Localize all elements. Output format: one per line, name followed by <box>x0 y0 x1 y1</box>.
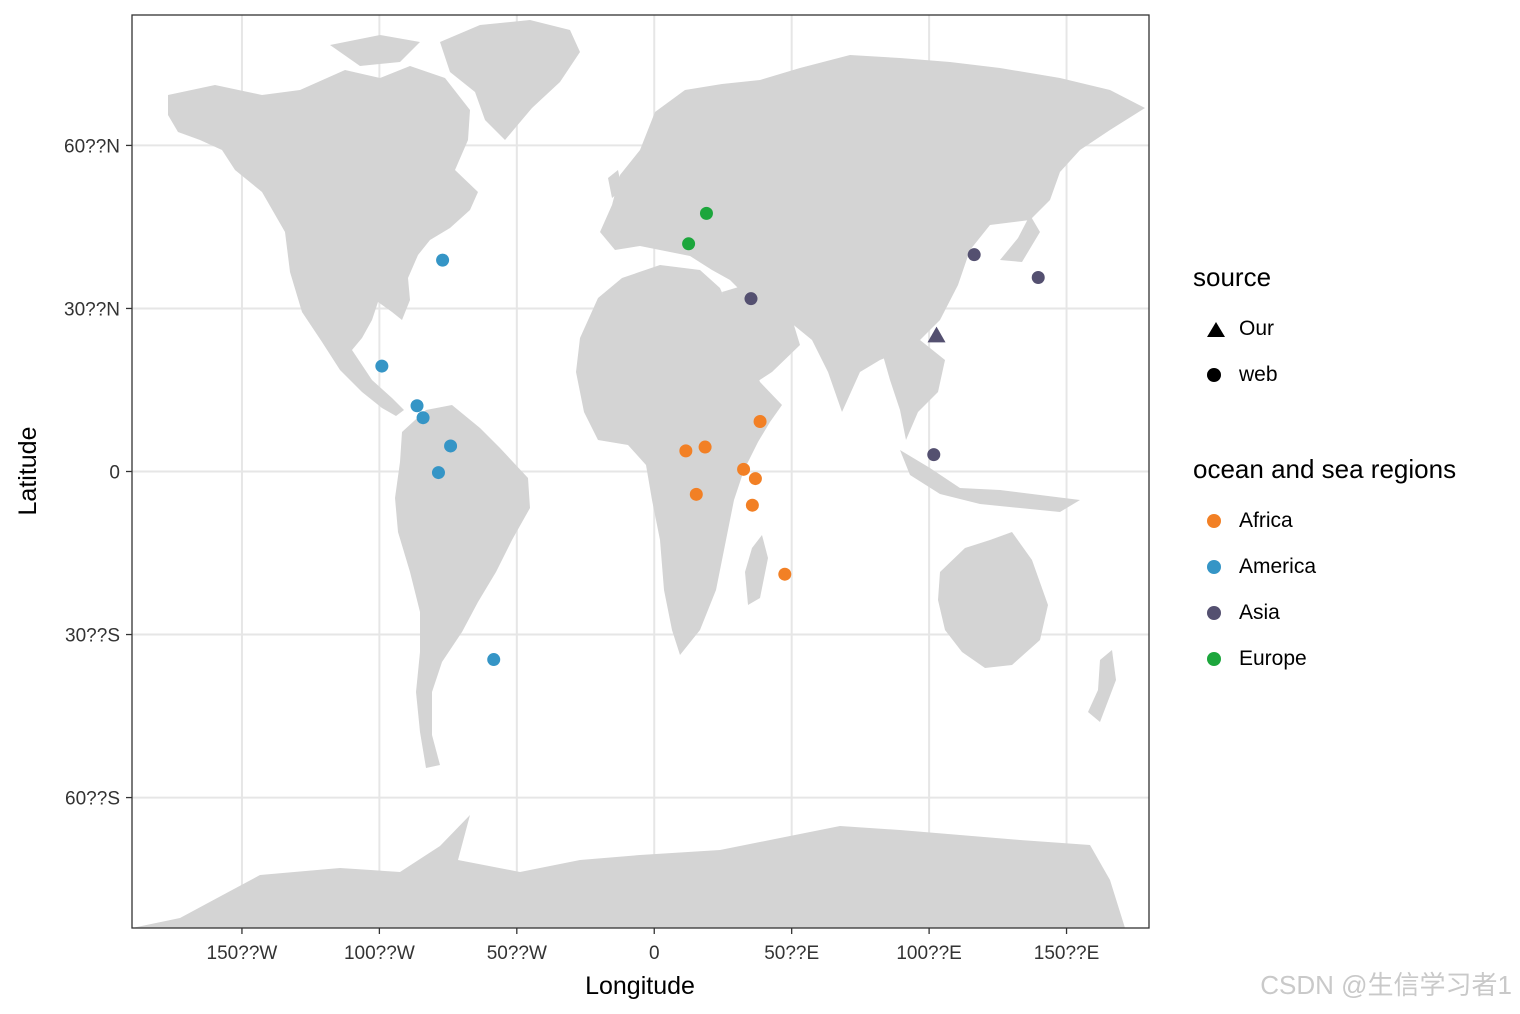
point-africa-web <box>737 462 751 476</box>
land-greenland <box>440 20 580 140</box>
point-asia-web <box>1031 270 1045 284</box>
color-swatch-icon <box>1207 652 1221 666</box>
point-europe-web <box>682 237 696 251</box>
y-tick-label: 60??N <box>64 136 120 157</box>
point-africa-web <box>679 444 693 458</box>
land-arctic-islands <box>330 35 420 66</box>
land-new-zealand <box>1088 650 1116 722</box>
point-america-web <box>410 399 424 413</box>
point-america-web <box>436 253 450 267</box>
x-tick-label: 100??E <box>896 943 962 964</box>
land-britain <box>608 170 622 198</box>
legend-region: ocean and sea regions Africa America Asi… <box>1193 454 1457 670</box>
y-axis-title: Latitude <box>14 427 42 516</box>
point-asia-our <box>927 326 946 343</box>
x-tick-label: 150??E <box>1034 943 1100 964</box>
x-tick-label: 0 <box>649 943 660 964</box>
color-swatch-icon <box>1207 514 1221 528</box>
point-asia-web <box>744 292 758 306</box>
land-south-america <box>395 405 530 768</box>
point-america-web <box>375 359 389 373</box>
point-asia-web <box>927 448 941 462</box>
legend-item-label: Europe <box>1239 647 1307 670</box>
x-tick-label: 150??W <box>207 943 278 964</box>
legend-item-africa: Africa <box>1193 506 1293 536</box>
x-tick-label: 50??W <box>487 943 547 964</box>
point-africa-web <box>698 440 712 454</box>
legend-region-title: ocean and sea regions <box>1193 454 1457 484</box>
y-tick-label: 30??S <box>65 626 120 647</box>
land-southeast-asia <box>880 340 945 440</box>
axes: 150??W 100??W 50??W 0 50??E 100??E 150??E 60??N… <box>64 136 1099 964</box>
legend-item-america: America <box>1193 552 1316 582</box>
legend-item-label: Our <box>1239 317 1275 340</box>
point-europe-web <box>699 206 713 220</box>
land-antarctica <box>132 815 1125 928</box>
circle-marker-icon <box>1207 368 1221 382</box>
sample-points <box>375 206 1045 667</box>
legend-item-our: Our <box>1193 314 1274 344</box>
land-north-america <box>168 66 478 416</box>
legend-item-label: Africa <box>1239 509 1293 532</box>
color-swatch-icon <box>1207 560 1221 574</box>
y-tick-label: 60??S <box>65 789 120 810</box>
point-africa-web <box>753 415 767 429</box>
legend-item-label: Asia <box>1239 601 1280 624</box>
legend-item-web: web <box>1193 360 1278 390</box>
point-africa-web <box>748 472 762 486</box>
legend-source-title: source <box>1193 262 1272 292</box>
legend-item-label: America <box>1239 555 1317 578</box>
legend-item-label: web <box>1239 363 1278 386</box>
point-asia-web <box>967 248 981 262</box>
land-indonesia <box>900 450 1080 512</box>
point-america-web <box>416 411 430 425</box>
land-japan <box>1000 215 1040 262</box>
triangle-marker-icon <box>1207 321 1225 337</box>
y-tick-label: 0 <box>109 463 120 484</box>
color-swatch-icon <box>1207 606 1221 620</box>
land-masses <box>132 20 1145 928</box>
point-africa-web <box>689 487 703 501</box>
land-australia <box>938 532 1048 668</box>
x-axis-title: Longitude <box>585 972 695 1000</box>
legend-source: source Our web <box>1193 262 1278 386</box>
point-africa-web <box>745 498 759 512</box>
point-america-web <box>444 439 458 453</box>
land-madagascar <box>745 535 768 605</box>
point-africa-web <box>778 567 792 581</box>
land-arabia <box>722 280 800 385</box>
land-eurasia <box>600 55 1145 412</box>
legend-item-europe: Europe <box>1193 644 1307 674</box>
x-tick-label: 50??E <box>764 943 819 964</box>
y-tick-label: 30??N <box>64 299 120 320</box>
land-africa <box>576 265 782 655</box>
point-america-web <box>431 466 445 480</box>
x-tick-label: 100??W <box>344 943 415 964</box>
watermark: CSDN @生信学习者1 <box>1260 970 1512 1000</box>
point-america-web <box>487 653 501 667</box>
legend-item-asia: Asia <box>1193 598 1280 628</box>
